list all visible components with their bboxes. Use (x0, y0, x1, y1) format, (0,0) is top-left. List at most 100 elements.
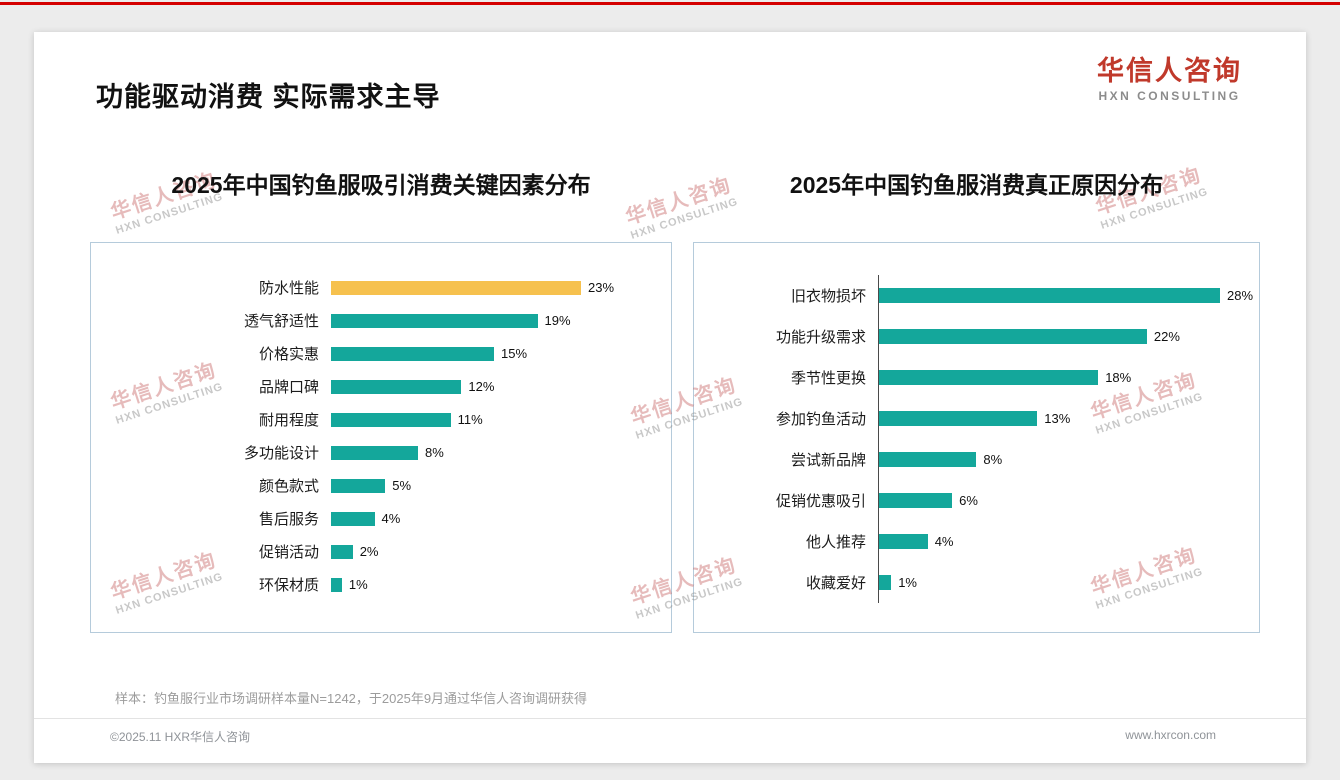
bar (331, 577, 342, 592)
slide-card: 华信人咨询 HXN CONSULTING 华信人咨询 HXN CONSULTING 华信… (34, 32, 1306, 763)
top-accent-rule (0, 2, 1340, 5)
chart-right-panel: 旧衣物损坏 28% 功能升级需求 22% 季节性更换 18% 参加钓鱼活动 13% 尝试新品牌 8… (693, 242, 1260, 633)
value-label: 22% (1153, 329, 1180, 344)
bar-area: 2% (331, 535, 671, 568)
category-label: 功能升级需求 (775, 329, 866, 346)
category-label: 参加钓鱼活动 (775, 411, 866, 428)
bar (331, 445, 418, 460)
value-label: 18% (1105, 370, 1132, 385)
chart-right-title: 2025年中国钓鱼服消费真正原因分布 (789, 172, 1164, 198)
bar (331, 412, 451, 427)
bar-area: 8% (878, 439, 1259, 480)
value-label: 12% (468, 379, 495, 394)
bar (879, 493, 953, 508)
bar-area: 18% (878, 357, 1259, 398)
chart-row: 透气舒适性 19% (91, 304, 671, 337)
bar-area: 6% (878, 480, 1259, 521)
category-label: 透气舒适性 (243, 313, 319, 330)
chart-row: 环保材质 1% (91, 568, 671, 601)
value-label: 11% (457, 412, 483, 427)
bar-area: 1% (331, 568, 671, 601)
chart-row: 促销优惠吸引 6% (694, 480, 1259, 521)
footer-website: www.hxrcon.com (1125, 728, 1216, 742)
category-label: 尝试新品牌 (790, 452, 866, 469)
chart-row: 功能升级需求 22% (694, 316, 1259, 357)
chart-left-title: 2025年中国钓鱼服吸引消费关键因素分布 (171, 172, 591, 198)
bar-area: 4% (878, 521, 1259, 562)
bar-area: 1% (878, 562, 1259, 603)
bar (331, 379, 462, 394)
category-label: 他人推荐 (805, 534, 866, 551)
category-label: 旧衣物损坏 (790, 288, 866, 305)
bar (331, 511, 375, 526)
category-label: 多功能设计 (243, 445, 319, 462)
chart-row: 他人推荐 4% (694, 521, 1259, 562)
chart-row: 价格实惠 15% (91, 337, 671, 370)
bar-area: 5% (331, 469, 671, 502)
category-label: 价格实惠 (258, 346, 319, 363)
value-label: 23% (588, 280, 615, 295)
category-label: 品牌口碑 (258, 379, 319, 396)
category-label: 颜色款式 (258, 478, 319, 495)
bar-area: 11% (331, 403, 671, 436)
bar (879, 452, 977, 467)
bar (879, 411, 1038, 426)
bar-area: 12% (331, 370, 671, 403)
chart-row: 尝试新品牌 8% (694, 439, 1259, 480)
bar-area: 13% (878, 398, 1259, 439)
value-label: 5% (392, 478, 412, 493)
bar (879, 370, 1099, 385)
bar (331, 544, 353, 559)
chart-row: 多功能设计 8% (91, 436, 671, 469)
bar-area: 19% (331, 304, 671, 337)
bar (331, 478, 386, 493)
sample-footnote: 样本：钓鱼服行业市场调研样本量N=1242，于2025年9月通过华信人咨询调研获… (115, 691, 588, 706)
value-label: 8% (983, 452, 1003, 467)
value-label: 15% (501, 346, 528, 361)
value-label: 8% (425, 445, 444, 460)
bar (331, 280, 581, 295)
category-label: 防水性能 (258, 280, 319, 297)
footer-copyright: ©2025.11 HXR华信人咨询 (110, 730, 250, 744)
value-label: 1% (348, 577, 368, 592)
chart-row: 收藏爱好 1% (694, 562, 1259, 603)
chart-row: 品牌口碑 12% (91, 370, 671, 403)
category-label: 季节性更换 (790, 370, 866, 387)
brand-logo-en: HXN CONSULTING (1098, 89, 1241, 104)
page-title: 功能驱动消费 实际需求主导 (96, 82, 441, 112)
chart-row: 促销活动 2% (91, 535, 671, 568)
category-label: 收藏爱好 (805, 575, 866, 592)
bar-area: 22% (878, 316, 1259, 357)
category-label: 耐用程度 (258, 412, 319, 429)
bar (879, 534, 928, 549)
bar (879, 575, 892, 590)
chart-row: 耐用程度 11% (91, 403, 671, 436)
category-label: 促销活动 (258, 544, 319, 561)
watermark-en: HXN CONSULTING (629, 195, 740, 242)
chart-left-panel: 防水性能 23% 透气舒适性 19% 价格实惠 15% 品牌口碑 12% 耐用程度 11% 多功能设… (90, 242, 672, 633)
bar (331, 346, 494, 361)
brand-logo: 华信人咨询 HXN CONSULTING (1097, 56, 1242, 103)
chart-row: 旧衣物损坏 28% (694, 275, 1259, 316)
chart-row: 颜色款式 5% (91, 469, 671, 502)
category-label: 促销优惠吸引 (775, 493, 866, 510)
value-label: 4% (381, 511, 401, 526)
value-label: 6% (959, 493, 978, 508)
value-label: 28% (1227, 288, 1254, 303)
value-label: 2% (359, 544, 379, 559)
chart-row: 参加钓鱼活动 13% (694, 398, 1259, 439)
slide-footer: ©2025.11 HXR华信人咨询 www.hxrcon.com (34, 718, 1306, 745)
bar-area: 8% (331, 436, 671, 469)
chart-row: 季节性更换 18% (694, 357, 1259, 398)
value-label: 4% (934, 534, 954, 549)
category-label: 售后服务 (258, 511, 319, 528)
bar-area: 23% (331, 271, 671, 304)
bar (879, 329, 1147, 344)
bar (879, 288, 1220, 303)
bar-area: 28% (878, 275, 1259, 316)
category-label: 环保材质 (258, 577, 319, 594)
value-label: 13% (1044, 411, 1071, 426)
bar-area: 15% (331, 337, 671, 370)
chart-row: 防水性能 23% (91, 271, 671, 304)
